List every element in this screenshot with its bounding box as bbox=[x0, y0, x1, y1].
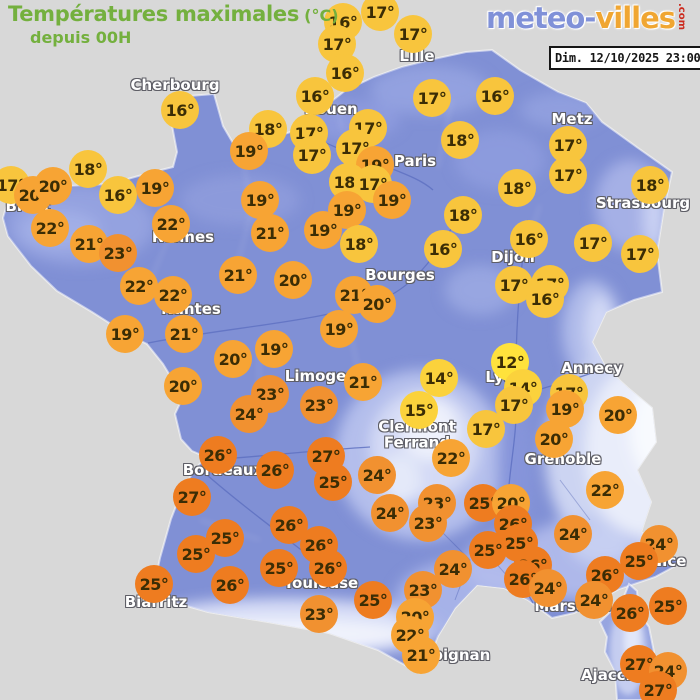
temperature-badge[interactable]: 21° bbox=[251, 214, 289, 252]
temperature-badge[interactable]: 24° bbox=[554, 515, 592, 553]
temperature-badge[interactable]: 24° bbox=[529, 569, 567, 607]
temperature-badge[interactable]: 25° bbox=[260, 549, 298, 587]
temperature-badge[interactable]: 21° bbox=[165, 315, 203, 353]
temperature-badge[interactable]: 19° bbox=[230, 132, 268, 170]
temperature-badge[interactable]: 20° bbox=[164, 367, 202, 405]
temperature-badge[interactable]: 14° bbox=[420, 359, 458, 397]
temperature-badge[interactable]: 27° bbox=[173, 478, 211, 516]
map-title-block: Températures maximales (°C) depuis 00H bbox=[8, 2, 339, 47]
temperature-badge[interactable]: 19° bbox=[546, 390, 584, 428]
temperature-badge[interactable]: 23° bbox=[409, 504, 447, 542]
temperature-badge[interactable]: 25° bbox=[620, 542, 658, 580]
temperature-badge[interactable]: 25° bbox=[177, 535, 215, 573]
temperature-badge[interactable]: 19° bbox=[304, 211, 342, 249]
temperature-badge[interactable]: 20° bbox=[34, 167, 72, 205]
temperature-badge[interactable]: 23° bbox=[300, 386, 338, 424]
temperature-badge[interactable]: 20° bbox=[274, 261, 312, 299]
subtitle: depuis 00H bbox=[30, 28, 132, 47]
temperature-badge[interactable]: 24° bbox=[371, 494, 409, 532]
temperature-badge[interactable]: 22° bbox=[152, 205, 190, 243]
temperature-badge[interactable]: 22° bbox=[120, 267, 158, 305]
temperature-badge[interactable]: 20° bbox=[535, 420, 573, 458]
temperature-badge[interactable]: 18° bbox=[631, 166, 669, 204]
temperature-badge[interactable]: 23° bbox=[99, 234, 137, 272]
temperature-badge[interactable]: 27° bbox=[639, 671, 677, 700]
temperature-badge[interactable]: 26° bbox=[309, 549, 347, 587]
temperature-badge[interactable]: 26° bbox=[270, 506, 308, 544]
logo-meteo-part: meteo- bbox=[486, 1, 596, 35]
temperature-badge[interactable]: 25° bbox=[354, 581, 392, 619]
temperature-badge[interactable]: 17° bbox=[621, 235, 659, 273]
temperature-badge[interactable]: 22° bbox=[586, 471, 624, 509]
temperature-badge[interactable]: 16° bbox=[424, 230, 462, 268]
temperature-badge[interactable]: 24° bbox=[358, 456, 396, 494]
temperature-badge[interactable]: 16° bbox=[476, 77, 514, 115]
temperature-badge[interactable]: 25° bbox=[135, 565, 173, 603]
temperature-badge[interactable]: 17° bbox=[394, 15, 432, 53]
temperature-badge[interactable]: 16° bbox=[510, 220, 548, 258]
temperature-badge[interactable]: 18° bbox=[340, 225, 378, 263]
temperature-badge[interactable]: 19° bbox=[320, 310, 358, 348]
temperature-badge[interactable]: 21° bbox=[402, 636, 440, 674]
temperature-badge[interactable]: 25° bbox=[206, 519, 244, 557]
temperature-badge[interactable]: 24° bbox=[230, 395, 268, 433]
temperature-badge[interactable]: 26° bbox=[211, 566, 249, 604]
temperature-badge[interactable]: 25° bbox=[314, 463, 352, 501]
temperature-badge[interactable]: 19° bbox=[241, 181, 279, 219]
temperature-badge[interactable]: 19° bbox=[373, 181, 411, 219]
temperature-badge[interactable]: 17° bbox=[549, 156, 587, 194]
temperature-badge[interactable]: 16° bbox=[326, 54, 364, 92]
temperature-badge[interactable]: 17° bbox=[413, 79, 451, 117]
temperature-badge[interactable]: 16° bbox=[161, 91, 199, 129]
temperature-badge[interactable]: 18° bbox=[69, 150, 107, 188]
title-unit: (°C) bbox=[304, 6, 339, 25]
temperature-badge[interactable]: 26° bbox=[256, 451, 294, 489]
temperature-badge[interactable]: 18° bbox=[498, 169, 536, 207]
temperature-badge[interactable]: 16° bbox=[99, 176, 137, 214]
datetime-stamp: Dim. 12/10/2025 23:00 bbox=[549, 46, 700, 70]
temperature-badge[interactable]: 19° bbox=[328, 191, 366, 229]
page-title: Températures maximales bbox=[8, 2, 300, 26]
temperature-badge[interactable]: 16° bbox=[526, 280, 564, 318]
temperature-badge[interactable]: 17° bbox=[467, 410, 505, 448]
temperature-badge[interactable]: 22° bbox=[432, 439, 470, 477]
temperature-badge[interactable]: 17° bbox=[361, 0, 399, 31]
temperature-badge[interactable]: 17° bbox=[293, 136, 331, 174]
temperature-badge[interactable]: 25° bbox=[649, 587, 687, 625]
temperature-badge[interactable]: 21° bbox=[219, 256, 257, 294]
temperature-badge[interactable]: 18° bbox=[444, 196, 482, 234]
temperature-badge[interactable]: 19° bbox=[136, 169, 174, 207]
temperature-badge[interactable]: 15° bbox=[400, 391, 438, 429]
temperature-badge[interactable]: 20° bbox=[599, 396, 637, 434]
temperature-badge[interactable]: 21° bbox=[344, 363, 382, 401]
temperature-badge[interactable]: 19° bbox=[106, 315, 144, 353]
logo-com-suffix: .com bbox=[676, 3, 688, 31]
site-logo[interactable]: meteo-villes.com bbox=[486, 1, 687, 35]
temperature-badge[interactable]: 26° bbox=[611, 594, 649, 632]
temperature-badge[interactable]: 17° bbox=[574, 224, 612, 262]
temperature-badge[interactable]: 19° bbox=[255, 330, 293, 368]
temperature-badge[interactable]: 26° bbox=[199, 436, 237, 474]
temperature-badge[interactable]: 23° bbox=[300, 595, 338, 633]
temperature-badge[interactable]: 22° bbox=[31, 209, 69, 247]
logo-villes-part: villes bbox=[595, 1, 676, 35]
temperature-badge[interactable]: 20° bbox=[214, 340, 252, 378]
temperature-badge[interactable]: 18° bbox=[441, 121, 479, 159]
temperature-badge[interactable]: 16° bbox=[296, 77, 334, 115]
temperature-badge[interactable]: 20° bbox=[358, 285, 396, 323]
temperature-badge[interactable]: 22° bbox=[154, 276, 192, 314]
temperature-badge[interactable]: 25° bbox=[469, 531, 507, 569]
temperature-badge[interactable]: 24° bbox=[575, 581, 613, 619]
